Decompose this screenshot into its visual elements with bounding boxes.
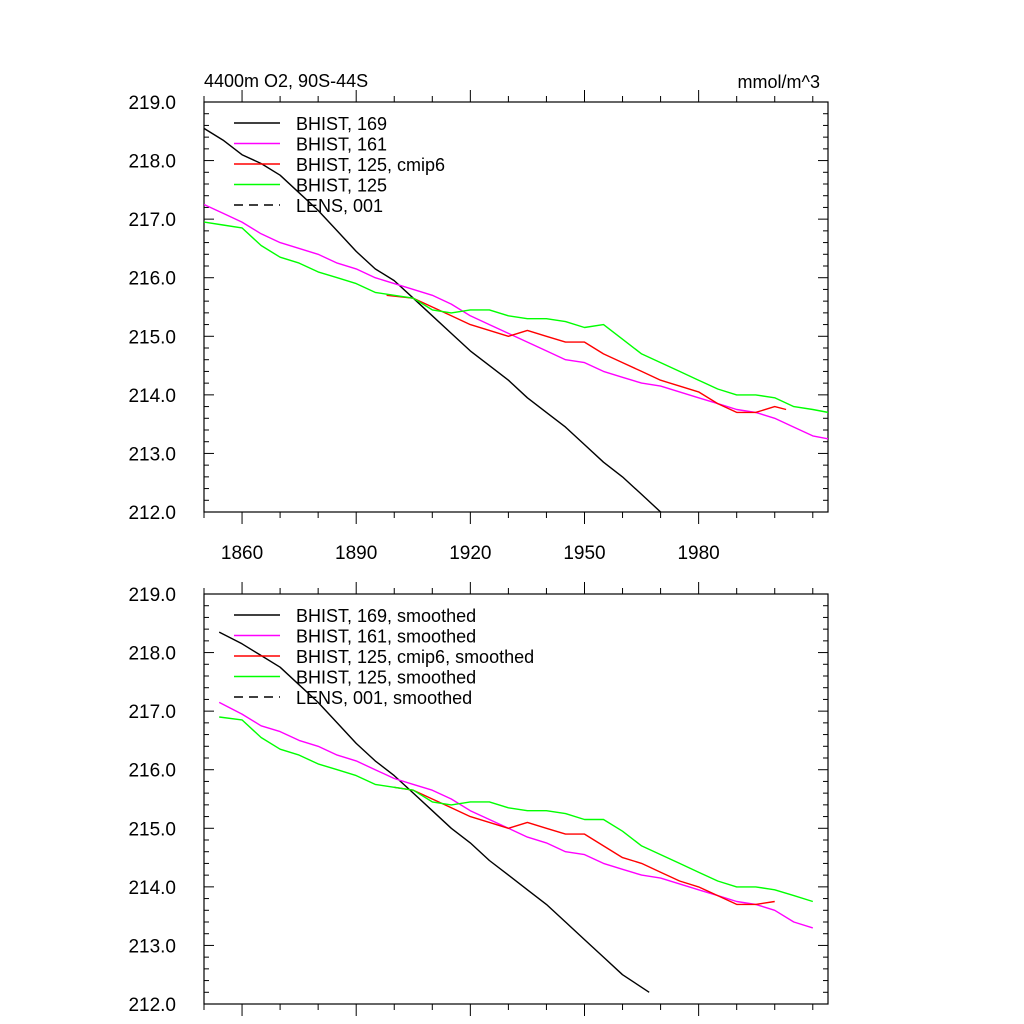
- legend-label: BHIST, 125: [296, 176, 387, 196]
- y-tick-label: 213.0: [128, 444, 176, 465]
- legend-label: LENS, 001, smoothed: [296, 688, 472, 708]
- series-group: [204, 127, 828, 512]
- legend-label: BHIST, 169: [296, 114, 387, 134]
- y-tick-label: 212.0: [128, 995, 176, 1016]
- legend-label: LENS, 001: [296, 196, 383, 216]
- legend-label: BHIST, 161: [296, 135, 387, 155]
- series-line: [219, 716, 814, 903]
- y-tick-label: 212.0: [128, 503, 176, 524]
- chart-title: 4400m O2, 90S-44S: [204, 71, 368, 91]
- plot-frame: [203, 593, 829, 1005]
- legend-label: BHIST, 125, cmip6: [296, 155, 445, 175]
- y-tick-label: 217.0: [128, 210, 176, 231]
- series-line: [394, 786, 775, 906]
- series-line: [218, 631, 650, 993]
- top-panel: 212.0 213.0 214.0 215.0 216.0 217.0 218.0 219.0…: [128, 71, 829, 564]
- legend-label: BHIST, 169, smoothed: [296, 606, 476, 626]
- y-tick-label: 217.0: [128, 702, 176, 723]
- series-line: [204, 127, 662, 512]
- y-tick-label: 215.0: [128, 327, 176, 348]
- y-tick-label: 213.0: [128, 936, 176, 957]
- y-tick-label: 216.0: [128, 269, 176, 290]
- y-tick-label: 214.0: [128, 386, 176, 407]
- y-tick-label: 218.0: [128, 152, 176, 173]
- y-tick-label: 219.0: [128, 585, 176, 606]
- legend-label: BHIST, 125, smoothed: [296, 668, 476, 688]
- x-tick-label: 1890: [335, 543, 377, 564]
- series-line: [204, 203, 828, 440]
- series-group: [218, 631, 814, 993]
- y-tick-label: 215.0: [128, 819, 176, 840]
- x-tick-label: 1920: [449, 543, 491, 564]
- x-tick-label: 1860: [221, 543, 263, 564]
- bottom-panel: 212.0 213.0 214.0 215.0 216.0 217.0 218.0 219.0…: [128, 582, 829, 1016]
- legend-label: BHIST, 161, smoothed: [296, 627, 476, 647]
- legend-label: BHIST, 125, cmip6, smoothed: [296, 647, 534, 667]
- series-line: [386, 294, 787, 414]
- y-tick-label: 219.0: [128, 93, 176, 114]
- x-tick-label: 1980: [677, 543, 719, 564]
- series-line: [204, 221, 828, 414]
- y-tick-label: 216.0: [128, 761, 176, 782]
- x-tick-label: 1950: [563, 543, 605, 564]
- y-tick-label: 214.0: [128, 878, 176, 899]
- plot-frame: [203, 101, 829, 513]
- series-line: [218, 701, 814, 929]
- y-tick-label: 218.0: [128, 644, 176, 665]
- units-label: mmol/m^3: [738, 72, 820, 92]
